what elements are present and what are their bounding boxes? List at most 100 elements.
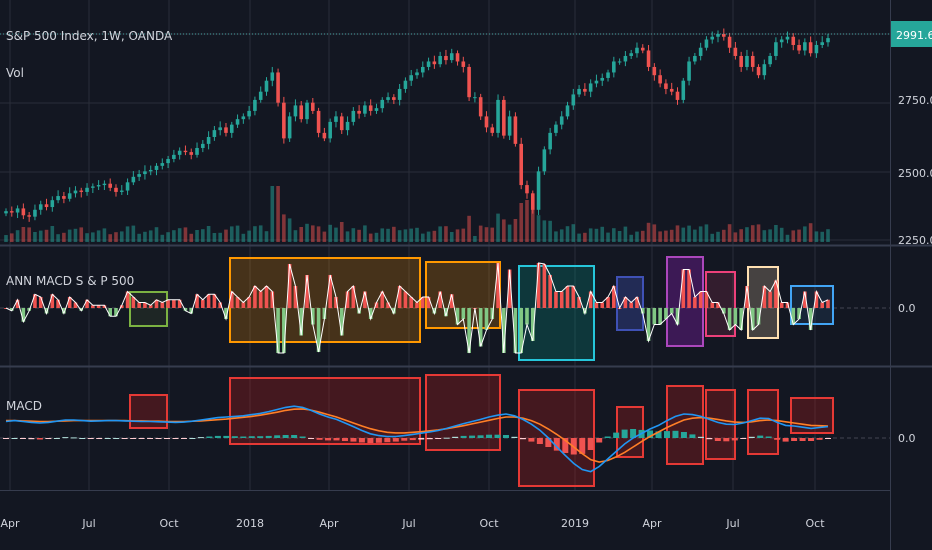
volume-bar-81 — [473, 236, 477, 242]
macd-histogram-bar-2 — [19, 438, 26, 439]
ann-bar-130 — [756, 308, 761, 325]
macd-histogram-bar-3 — [28, 438, 35, 440]
volume-bar-86 — [502, 219, 506, 242]
candle-body-99 — [577, 88, 581, 95]
x-label-apr-2019: Apr — [642, 517, 662, 530]
macd-histogram-bar-50 — [426, 438, 433, 440]
volume-bar-79 — [461, 228, 466, 242]
volume-bar-112 — [652, 224, 657, 242]
macd-histogram-bar-54 — [460, 435, 467, 438]
ann-regime-box-0 — [129, 291, 168, 327]
ann-bar-73 — [426, 297, 431, 308]
volume-bar-72 — [420, 233, 425, 242]
candle-body-54 — [316, 110, 321, 133]
ann-bar-12 — [73, 302, 78, 308]
candle-body-118 — [687, 61, 691, 81]
candle-body-125 — [727, 36, 732, 48]
ann-y-tick-0: 0.0 — [898, 302, 916, 315]
volume-bar-133 — [774, 225, 778, 242]
candle-body-88 — [513, 116, 518, 144]
volume-bar-101 — [588, 228, 593, 242]
candle-body-92 — [536, 171, 541, 210]
macd-regime-box-1 — [229, 377, 421, 445]
ann-bar-9 — [56, 299, 60, 308]
macd-title: MACD — [6, 399, 42, 413]
candle-body-70 — [409, 75, 414, 81]
volume-bar-60 — [351, 228, 356, 242]
candle-body-139 — [808, 42, 813, 54]
ann-bar-7 — [44, 308, 49, 314]
volume-bar-21 — [125, 226, 130, 242]
macd-histogram-bar-82 — [697, 436, 704, 438]
candle-body-80 — [467, 66, 471, 98]
candle-body-112 — [652, 66, 657, 76]
volume-bar-91 — [530, 197, 535, 242]
volume-bar-138 — [803, 226, 807, 242]
ann-bar-29 — [172, 299, 176, 308]
candle-body-15 — [91, 186, 95, 188]
macd-histogram-bar-44 — [375, 438, 382, 443]
candle-body-61 — [357, 110, 361, 114]
candle-body-20 — [119, 190, 124, 192]
macd-regime-box-5 — [666, 385, 704, 465]
macd-histogram-bar-93 — [791, 438, 798, 441]
volume-bar-95 — [554, 231, 558, 242]
ann-bar-142 — [826, 299, 830, 308]
volume-bar-85 — [496, 213, 500, 242]
candle-body-52 — [305, 102, 309, 120]
candle-body-95 — [554, 124, 558, 133]
volume-bar-73 — [426, 231, 431, 242]
macd-histogram-bar-84 — [714, 438, 721, 441]
candle-body-48 — [282, 102, 286, 139]
candle-body-51 — [299, 105, 304, 120]
macd-histogram-bar-31 — [265, 435, 272, 438]
volume-label: Vol — [6, 66, 24, 80]
volume-bar-92 — [536, 215, 541, 242]
macd-histogram-bar-40 — [341, 438, 348, 441]
volume-bar-54 — [316, 226, 321, 242]
volume-bar-0 — [4, 235, 8, 242]
ann-title: ANN MACD S & P 500 — [6, 274, 134, 288]
ann-bar-47 — [276, 308, 280, 353]
ann-bar-55 — [322, 308, 327, 319]
candle-body-98 — [571, 94, 576, 106]
y-tick-2750: 2750.0 — [898, 94, 932, 107]
ann-bar-126 — [733, 308, 738, 325]
ann-bar-8 — [50, 294, 55, 308]
volume-bar-8 — [50, 226, 55, 242]
candle-body-91 — [530, 193, 535, 210]
candle-body-111 — [646, 50, 651, 67]
macd-histogram-bar-46 — [392, 438, 399, 442]
candle-body-57 — [334, 116, 338, 122]
macd-histogram-bar-25 — [214, 435, 221, 438]
ann-bar-4 — [27, 308, 31, 311]
candle-body-85 — [496, 99, 500, 133]
volume-bar-25 — [148, 230, 153, 242]
ann-bar-101 — [588, 291, 593, 308]
ann-bar-96 — [559, 291, 564, 308]
volume-bar-82 — [478, 225, 483, 242]
candle-body-33 — [195, 147, 199, 155]
ann-bar-137 — [797, 308, 801, 319]
ann-bar-35 — [206, 294, 211, 308]
candle-body-105 — [612, 61, 616, 73]
volume-bar-102 — [594, 228, 599, 242]
ann-bar-45 — [264, 286, 269, 308]
volume-bar-89 — [519, 203, 523, 242]
macd-histogram-bar-9 — [79, 438, 86, 439]
x-label-oct-2018: Oct — [479, 517, 499, 530]
candle-body-72 — [420, 66, 425, 73]
ann-bar-87 — [507, 269, 512, 308]
volume-bar-129 — [750, 225, 755, 242]
macd-regime-box-0 — [129, 394, 168, 429]
volume-bar-6 — [38, 230, 43, 242]
volume-bar-32 — [189, 233, 194, 242]
candle-body-97 — [565, 105, 570, 117]
candle-body-79 — [461, 61, 466, 67]
x-label-oct-2017: Oct — [159, 517, 179, 530]
macd-histogram-bar-36 — [308, 438, 315, 439]
volume-bar-141 — [820, 231, 825, 242]
ann-bar-68 — [397, 286, 402, 308]
candle-body-135 — [785, 36, 790, 40]
macd-histogram-bar-66 — [562, 438, 569, 453]
